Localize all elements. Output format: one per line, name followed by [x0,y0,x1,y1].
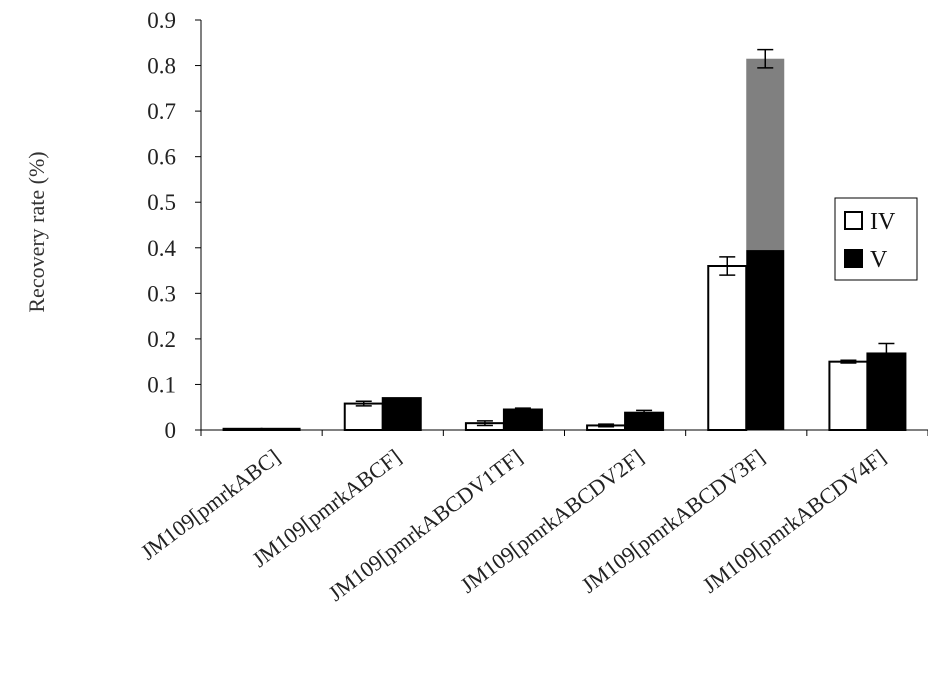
y-tick-label: 0.1 [147,372,176,397]
bar-iv [828,360,869,431]
y-ticks: 0 0.1 0.2 0.3 0.4 0.5 0.6 0.7 0.8 0.9 [147,8,201,443]
axes [200,20,928,436]
y-tick-label: 0.7 [147,99,176,124]
legend-label-iv: IV [870,209,896,235]
bar-v-lower-segment [746,250,785,430]
error-bars [355,48,895,428]
y-tick-label: 0.8 [147,54,176,79]
category-label: JM109[pmrkABCDV1TF] [323,444,526,606]
legend-swatch-v [844,249,863,268]
category-labels: JM109[pmrkABC]JM109[pmrkABCF]JM109[pmrkA… [136,444,891,606]
bar-v [866,352,907,432]
y-axis-label: Recovery rate (%) [24,151,49,312]
y-tick-label: 0.3 [147,281,176,306]
bars [222,58,907,432]
bar-v [381,397,422,432]
y-tick-label: 0 [165,418,177,443]
legend: IV V [834,197,918,281]
y-tick-label: 0.4 [147,236,176,261]
bar-v-upper-segment [746,58,785,251]
y-tick-label: 0.6 [147,145,176,170]
bar-iv [222,427,263,431]
y-tick-label: 0.5 [147,190,176,215]
bar-v [260,427,301,431]
bar-iv [343,402,384,432]
bar-iv [707,265,748,431]
y-tick-label: 0.2 [147,327,176,352]
legend-label-v: V [870,247,888,273]
legend-swatch-iv [844,211,863,230]
y-tick-label: 0.9 [147,8,176,33]
bar-v [502,408,543,431]
